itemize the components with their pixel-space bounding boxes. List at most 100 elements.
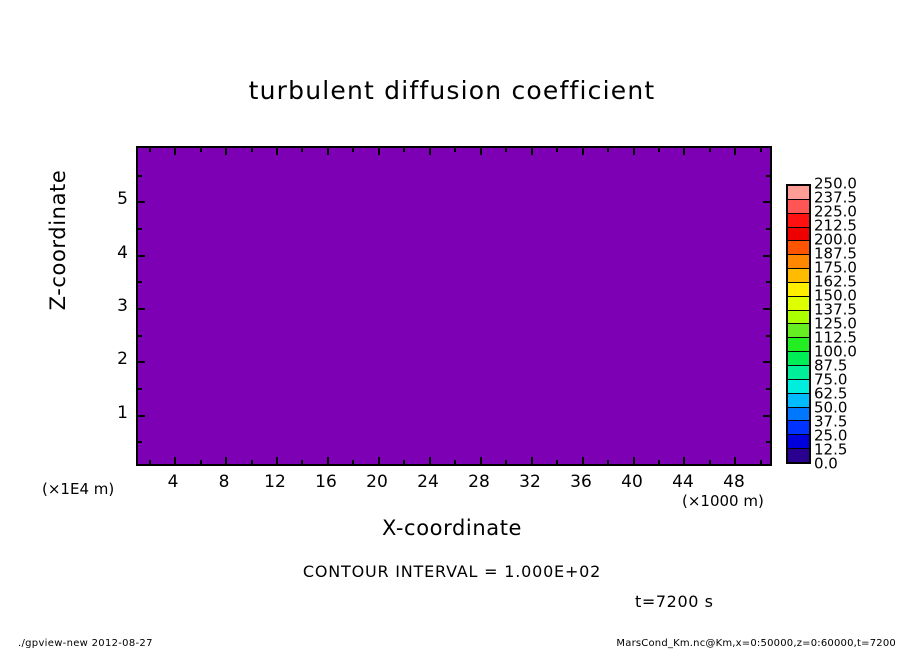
x-tick-minor <box>148 460 151 465</box>
x-tick-label-12: 12 <box>264 472 286 492</box>
y-tick-minor <box>137 174 142 177</box>
y-tick-right-2 <box>763 361 771 364</box>
x-tick-minor <box>658 460 660 465</box>
x-tick-20 <box>377 457 380 465</box>
y-tick-right-4 <box>763 254 771 257</box>
colorbar-label-237: 237.5 <box>814 188 857 207</box>
colorbar-band <box>788 379 809 394</box>
x-tick-16 <box>326 457 329 465</box>
x-tick-minor <box>505 460 508 465</box>
colorbar-label-225: 225.0 <box>814 202 857 221</box>
x-tick-top-24 <box>428 147 431 155</box>
x-tick-label-24: 24 <box>417 472 439 492</box>
colorbar-label-200: 200.0 <box>814 230 857 249</box>
colorbar-band <box>788 338 809 353</box>
y-tick-minor <box>137 228 142 230</box>
x-tick-label-16: 16 <box>315 472 337 492</box>
x-tick-minor <box>301 460 304 465</box>
colorbar-band <box>788 407 809 422</box>
y-tick-label-group: 1 2 3 4 5 <box>96 146 128 466</box>
colorbar-band <box>788 269 809 283</box>
x-tick-top-minor <box>556 147 559 152</box>
colorbar-band <box>788 227 809 242</box>
colorbar-band <box>788 449 809 462</box>
colorbar[interactable] <box>786 184 811 464</box>
x-tick-minor <box>403 460 406 465</box>
y-tick-label-5: 5 <box>117 189 128 210</box>
colorbar-band <box>788 186 809 200</box>
colorbar-band <box>788 296 809 311</box>
x-tick-top-minor <box>658 147 660 152</box>
x-axis-unit-label: (×1000 m) <box>682 492 764 510</box>
y-tick-label-2: 2 <box>117 349 128 370</box>
x-tick-minor <box>454 460 457 465</box>
footer-dataset-label: MarsCond_Km.nc@Km,x=0:50000,z=0:60000,t=… <box>616 638 896 649</box>
colorbar-label-137: 137.5 <box>814 300 857 319</box>
x-tick-28 <box>479 457 482 465</box>
x-tick-label-36: 36 <box>570 472 592 492</box>
colorbar-label-75: 75.0 <box>814 370 848 389</box>
page-title: turbulent diffusion coefficient <box>248 76 656 105</box>
x-tick-minor <box>352 460 355 465</box>
x-tick-top-16 <box>326 147 329 155</box>
y-tick-right-minor <box>766 441 771 444</box>
colorbar-band <box>788 352 809 366</box>
x-tick-label-32: 32 <box>519 472 541 492</box>
x-tick-4 <box>174 457 177 465</box>
y-tick-label-4: 4 <box>117 242 128 263</box>
colorbar-label-187: 187.5 <box>814 244 857 263</box>
x-tick-label-48: 48 <box>723 472 745 492</box>
y-tick-minor <box>137 441 142 444</box>
colorbar-label-50: 50.0 <box>814 398 848 417</box>
x-tick-top-28 <box>479 147 482 155</box>
x-tick-top-8 <box>225 147 227 155</box>
x-tick-48 <box>734 457 737 465</box>
colorbar-label-87: 87.5 <box>814 356 848 375</box>
y-tick-right-minor <box>766 334 771 337</box>
colorbar-label-62: 62.5 <box>814 384 848 403</box>
x-tick-12 <box>276 457 278 465</box>
x-tick-top-minor <box>199 147 202 152</box>
y-tick-right-1 <box>763 414 771 417</box>
x-tick-label-20: 20 <box>366 472 388 492</box>
y-tick-right-minor <box>766 281 771 284</box>
colorbar-label-25: 25.0 <box>814 426 848 445</box>
y-tick-right-3 <box>763 308 771 310</box>
colorbar-band <box>788 282 809 297</box>
x-tick-label-40: 40 <box>621 472 643 492</box>
x-tick-top-minor <box>759 147 762 152</box>
time-stamp-label: t=7200 s <box>635 592 714 611</box>
colorbar-label-37: 37.5 <box>814 412 848 431</box>
colorbar-label-12: 12.5 <box>814 440 848 459</box>
y-tick-1 <box>137 414 145 417</box>
x-tick-minor <box>708 460 711 465</box>
x-axis-title: X-coordinate <box>381 516 523 540</box>
x-tick-label-8: 8 <box>218 472 230 492</box>
colorbar-label-0: 0.0 <box>814 454 838 473</box>
x-tick-top-minor <box>708 147 711 152</box>
y-tick-right-5 <box>763 201 771 204</box>
x-tick-label-44: 44 <box>672 472 694 492</box>
plot-area[interactable] <box>136 146 772 466</box>
x-tick-top-48 <box>734 147 737 155</box>
colorbar-band <box>788 365 809 380</box>
y-tick-right-minor <box>766 228 771 230</box>
x-tick-44 <box>683 457 686 465</box>
x-tick-top-12 <box>276 147 278 155</box>
y-tick-minor <box>137 281 142 284</box>
y-tick-minor <box>137 334 142 337</box>
colorbar-band <box>788 393 809 408</box>
colorbar-label-212: 212.5 <box>814 216 857 235</box>
x-tick-36 <box>581 457 584 465</box>
x-tick-label-4: 4 <box>167 472 179 492</box>
colorbar-label-175: 175.0 <box>814 258 857 277</box>
x-tick-minor <box>759 460 762 465</box>
x-tick-minor <box>556 460 559 465</box>
colorbar-band <box>788 199 809 214</box>
y-axis-title: Z-coordinate <box>46 169 70 311</box>
x-tick-top-44 <box>683 147 686 155</box>
y-tick-label-3: 3 <box>117 296 128 316</box>
contour-interval-label: CONTOUR INTERVAL = 1.000E+02 <box>302 562 602 581</box>
x-tick-top-4 <box>174 147 177 155</box>
y-tick-minor <box>137 388 142 390</box>
